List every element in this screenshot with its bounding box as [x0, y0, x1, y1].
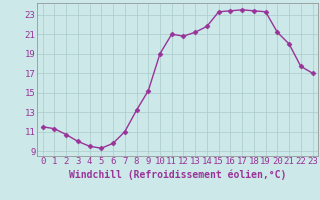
X-axis label: Windchill (Refroidissement éolien,°C): Windchill (Refroidissement éolien,°C) [69, 169, 286, 180]
